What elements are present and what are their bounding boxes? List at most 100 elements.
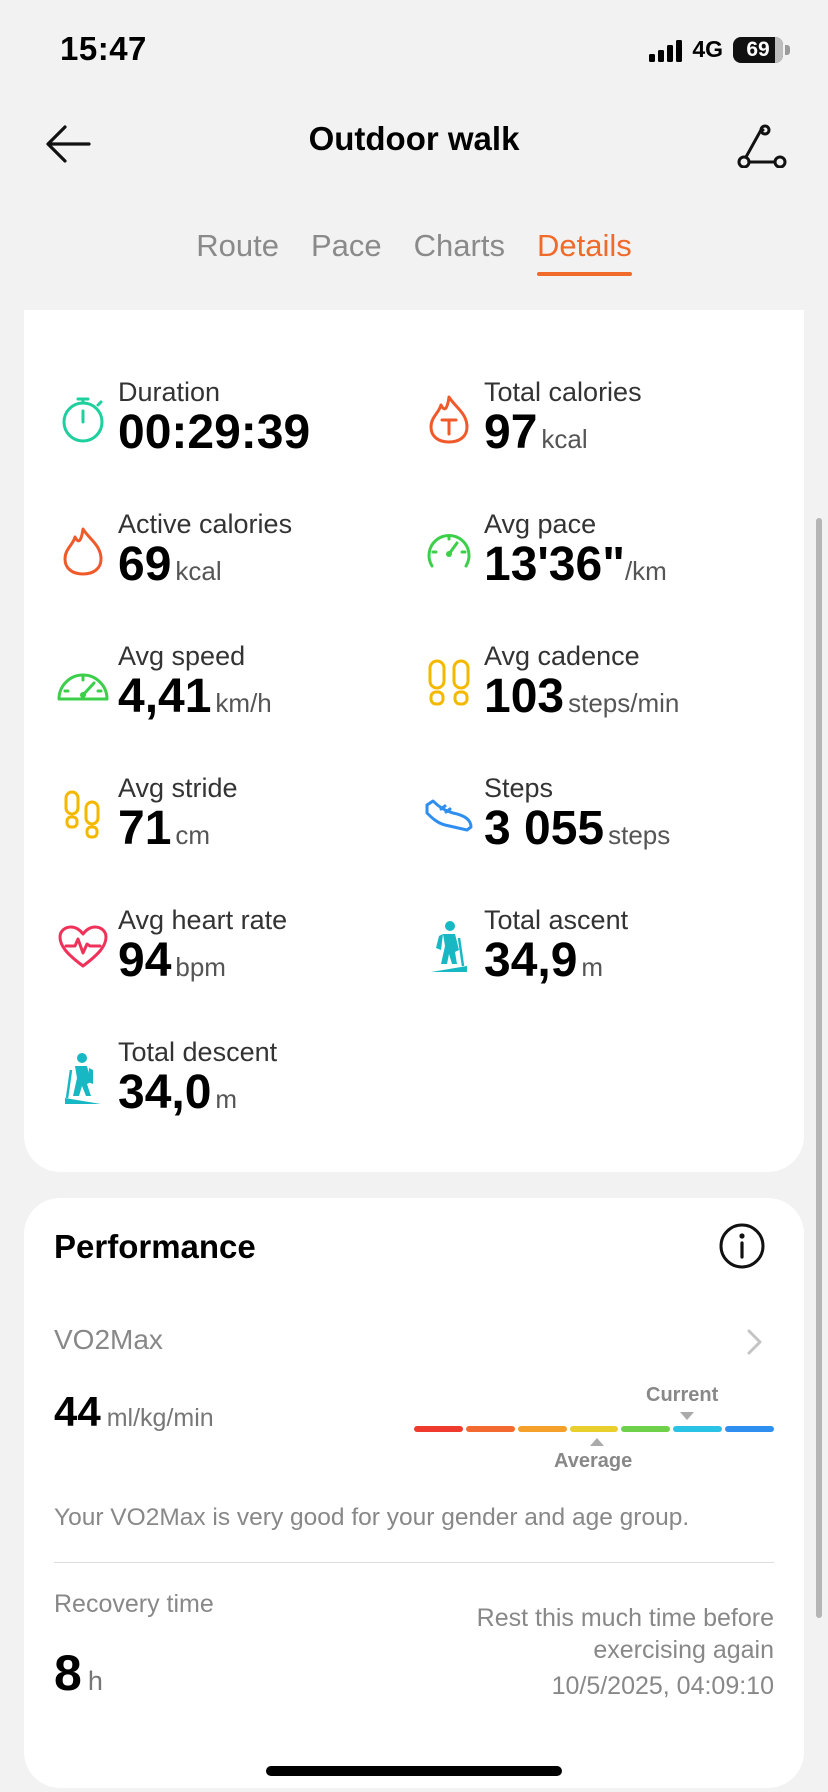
network-type: 4G: [692, 36, 723, 62]
status-bar: 15:47 4G 69: [0, 0, 828, 100]
footprints-icon: [420, 654, 478, 712]
total-ascent-value: 34,9: [484, 934, 578, 987]
hiker-ascent-icon: [420, 918, 478, 976]
stride-footprints-icon: [54, 786, 112, 844]
vo2max-value-group: 44 ml/kg/min: [54, 1388, 214, 1436]
avg-pace-value: 13'36": [484, 538, 625, 591]
flame-icon: [54, 522, 112, 580]
status-time: 15:47: [60, 30, 147, 67]
stopwatch-icon: [54, 390, 112, 448]
battery-nub: [785, 44, 790, 55]
metric-avg-speed: Avg speed 4,41 km/h: [54, 640, 272, 728]
scale-segment: [465, 1426, 515, 1432]
current-marker-icon: [680, 1412, 694, 1420]
steps-label: Steps: [484, 773, 554, 803]
avg-stride-label: Avg stride: [118, 773, 238, 803]
metric-total-ascent: Total ascent 34,9 m: [420, 904, 628, 992]
recovery-note: Rest this much time before exercising ag…: [476, 1604, 774, 1664]
tab-bar: Route Pace Charts Details: [0, 228, 828, 276]
total-calories-unit: kcal: [541, 424, 588, 454]
performance-title: Performance: [54, 1228, 256, 1265]
avg-cadence-label: Avg cadence: [484, 641, 640, 671]
info-button[interactable]: [718, 1222, 766, 1270]
total-calories-icon: [420, 390, 478, 448]
recovery-time-value: 8: [54, 1645, 82, 1701]
average-label: Average: [554, 1450, 633, 1472]
vo2max-scale: [414, 1426, 775, 1432]
avg-heart-rate-unit: bpm: [175, 952, 226, 982]
avg-speed-unit: km/h: [215, 688, 272, 718]
total-ascent-unit: m: [581, 952, 604, 982]
current-label: Current: [646, 1384, 719, 1406]
home-indicator[interactable]: [266, 1766, 562, 1776]
avg-heart-rate-label: Avg heart rate: [118, 905, 288, 935]
tab-details[interactable]: Details: [521, 228, 648, 276]
metric-total-calories: Total calories 97 kcal: [420, 376, 642, 464]
total-calories-value: 97: [484, 406, 538, 459]
total-descent-unit: m: [215, 1084, 238, 1114]
avg-stride-unit: cm: [175, 820, 211, 850]
tab-charts[interactable]: Charts: [413, 228, 505, 263]
scale-segment: [569, 1426, 619, 1432]
scale-segment: [673, 1426, 723, 1432]
steps-unit: steps: [608, 820, 671, 850]
scale-segment: [517, 1426, 567, 1432]
back-button[interactable]: [40, 116, 96, 172]
total-descent-value: 34,0: [118, 1066, 212, 1119]
duration-label: Duration: [118, 377, 221, 407]
scale-segment: [621, 1426, 671, 1432]
active-calories-label: Active calories: [118, 509, 293, 539]
metric-total-descent: Total descent 34,0 m: [54, 1036, 277, 1124]
battery-icon: 69: [733, 36, 783, 63]
avg-pace-unit: /km: [624, 556, 667, 586]
shoe-icon: [420, 786, 478, 844]
heart-rate-icon: [54, 918, 112, 976]
pace-gauge-icon: [420, 522, 478, 580]
route-icon: [737, 124, 787, 168]
steps-value: 3 055: [484, 802, 605, 855]
scale-segment: [414, 1426, 463, 1432]
vo2max-description: Your VO2Max is very good for your gender…: [54, 1504, 690, 1531]
back-arrow-icon: [46, 125, 91, 163]
metric-avg-heart-rate: Avg heart rate 94 bpm: [54, 904, 287, 992]
tab-pace[interactable]: Pace: [310, 228, 382, 263]
avg-cadence-value: 103: [484, 670, 565, 723]
details-card: Duration 00:29:39 Total calories 97 kcal …: [24, 310, 804, 1172]
recovery-time-label: Recovery time: [54, 1590, 214, 1618]
page-title: Outdoor walk: [308, 120, 520, 157]
metric-avg-stride: Avg stride 71 cm: [54, 772, 238, 860]
tab-route[interactable]: Route: [196, 228, 279, 263]
active-calories-value: 69: [118, 538, 172, 591]
avg-cadence-unit: steps/min: [568, 688, 680, 718]
avg-speed-label: Avg speed: [118, 641, 246, 671]
average-marker-icon: [590, 1438, 604, 1446]
active-calories-unit: kcal: [175, 556, 222, 586]
cellular-signal-icon: [649, 38, 683, 62]
total-ascent-label: Total ascent: [484, 905, 629, 935]
scrollbar[interactable]: [816, 518, 822, 1618]
vo2max-unit: ml/kg/min: [106, 1404, 214, 1432]
vo2max-label: VO2Max: [54, 1324, 163, 1355]
divider: [54, 1562, 774, 1563]
route-share-button[interactable]: [732, 116, 792, 176]
metric-avg-cadence: Avg cadence 103 steps/min: [420, 640, 679, 728]
vo2max-row[interactable]: VO2Max: [54, 1324, 774, 1364]
metric-avg-pace: Avg pace 13'36"/km: [420, 508, 667, 596]
duration-value: 00:29:39: [118, 406, 311, 459]
scale-segment: [725, 1426, 775, 1432]
metric-active-calories: Active calories 69 kcal: [54, 508, 292, 596]
hiker-descent-icon: [54, 1050, 112, 1108]
total-calories-label: Total calories: [484, 377, 642, 407]
avg-speed-value: 4,41: [118, 670, 212, 723]
avg-heart-rate-value: 94: [118, 934, 172, 987]
recovery-date: 10/5/2025, 04:09:10: [551, 1672, 774, 1700]
avg-stride-value: 71: [118, 802, 172, 855]
info-icon: [719, 1223, 765, 1269]
status-indicators: 4G 69: [649, 36, 790, 63]
metric-duration: Duration 00:29:39: [54, 376, 310, 458]
recovery-time-unit: h: [87, 1666, 103, 1696]
performance-card: Performance VO2Max 44 ml/kg/min Current A…: [24, 1198, 804, 1788]
vo2max-value: 44: [54, 1388, 101, 1435]
total-descent-label: Total descent: [118, 1037, 278, 1067]
